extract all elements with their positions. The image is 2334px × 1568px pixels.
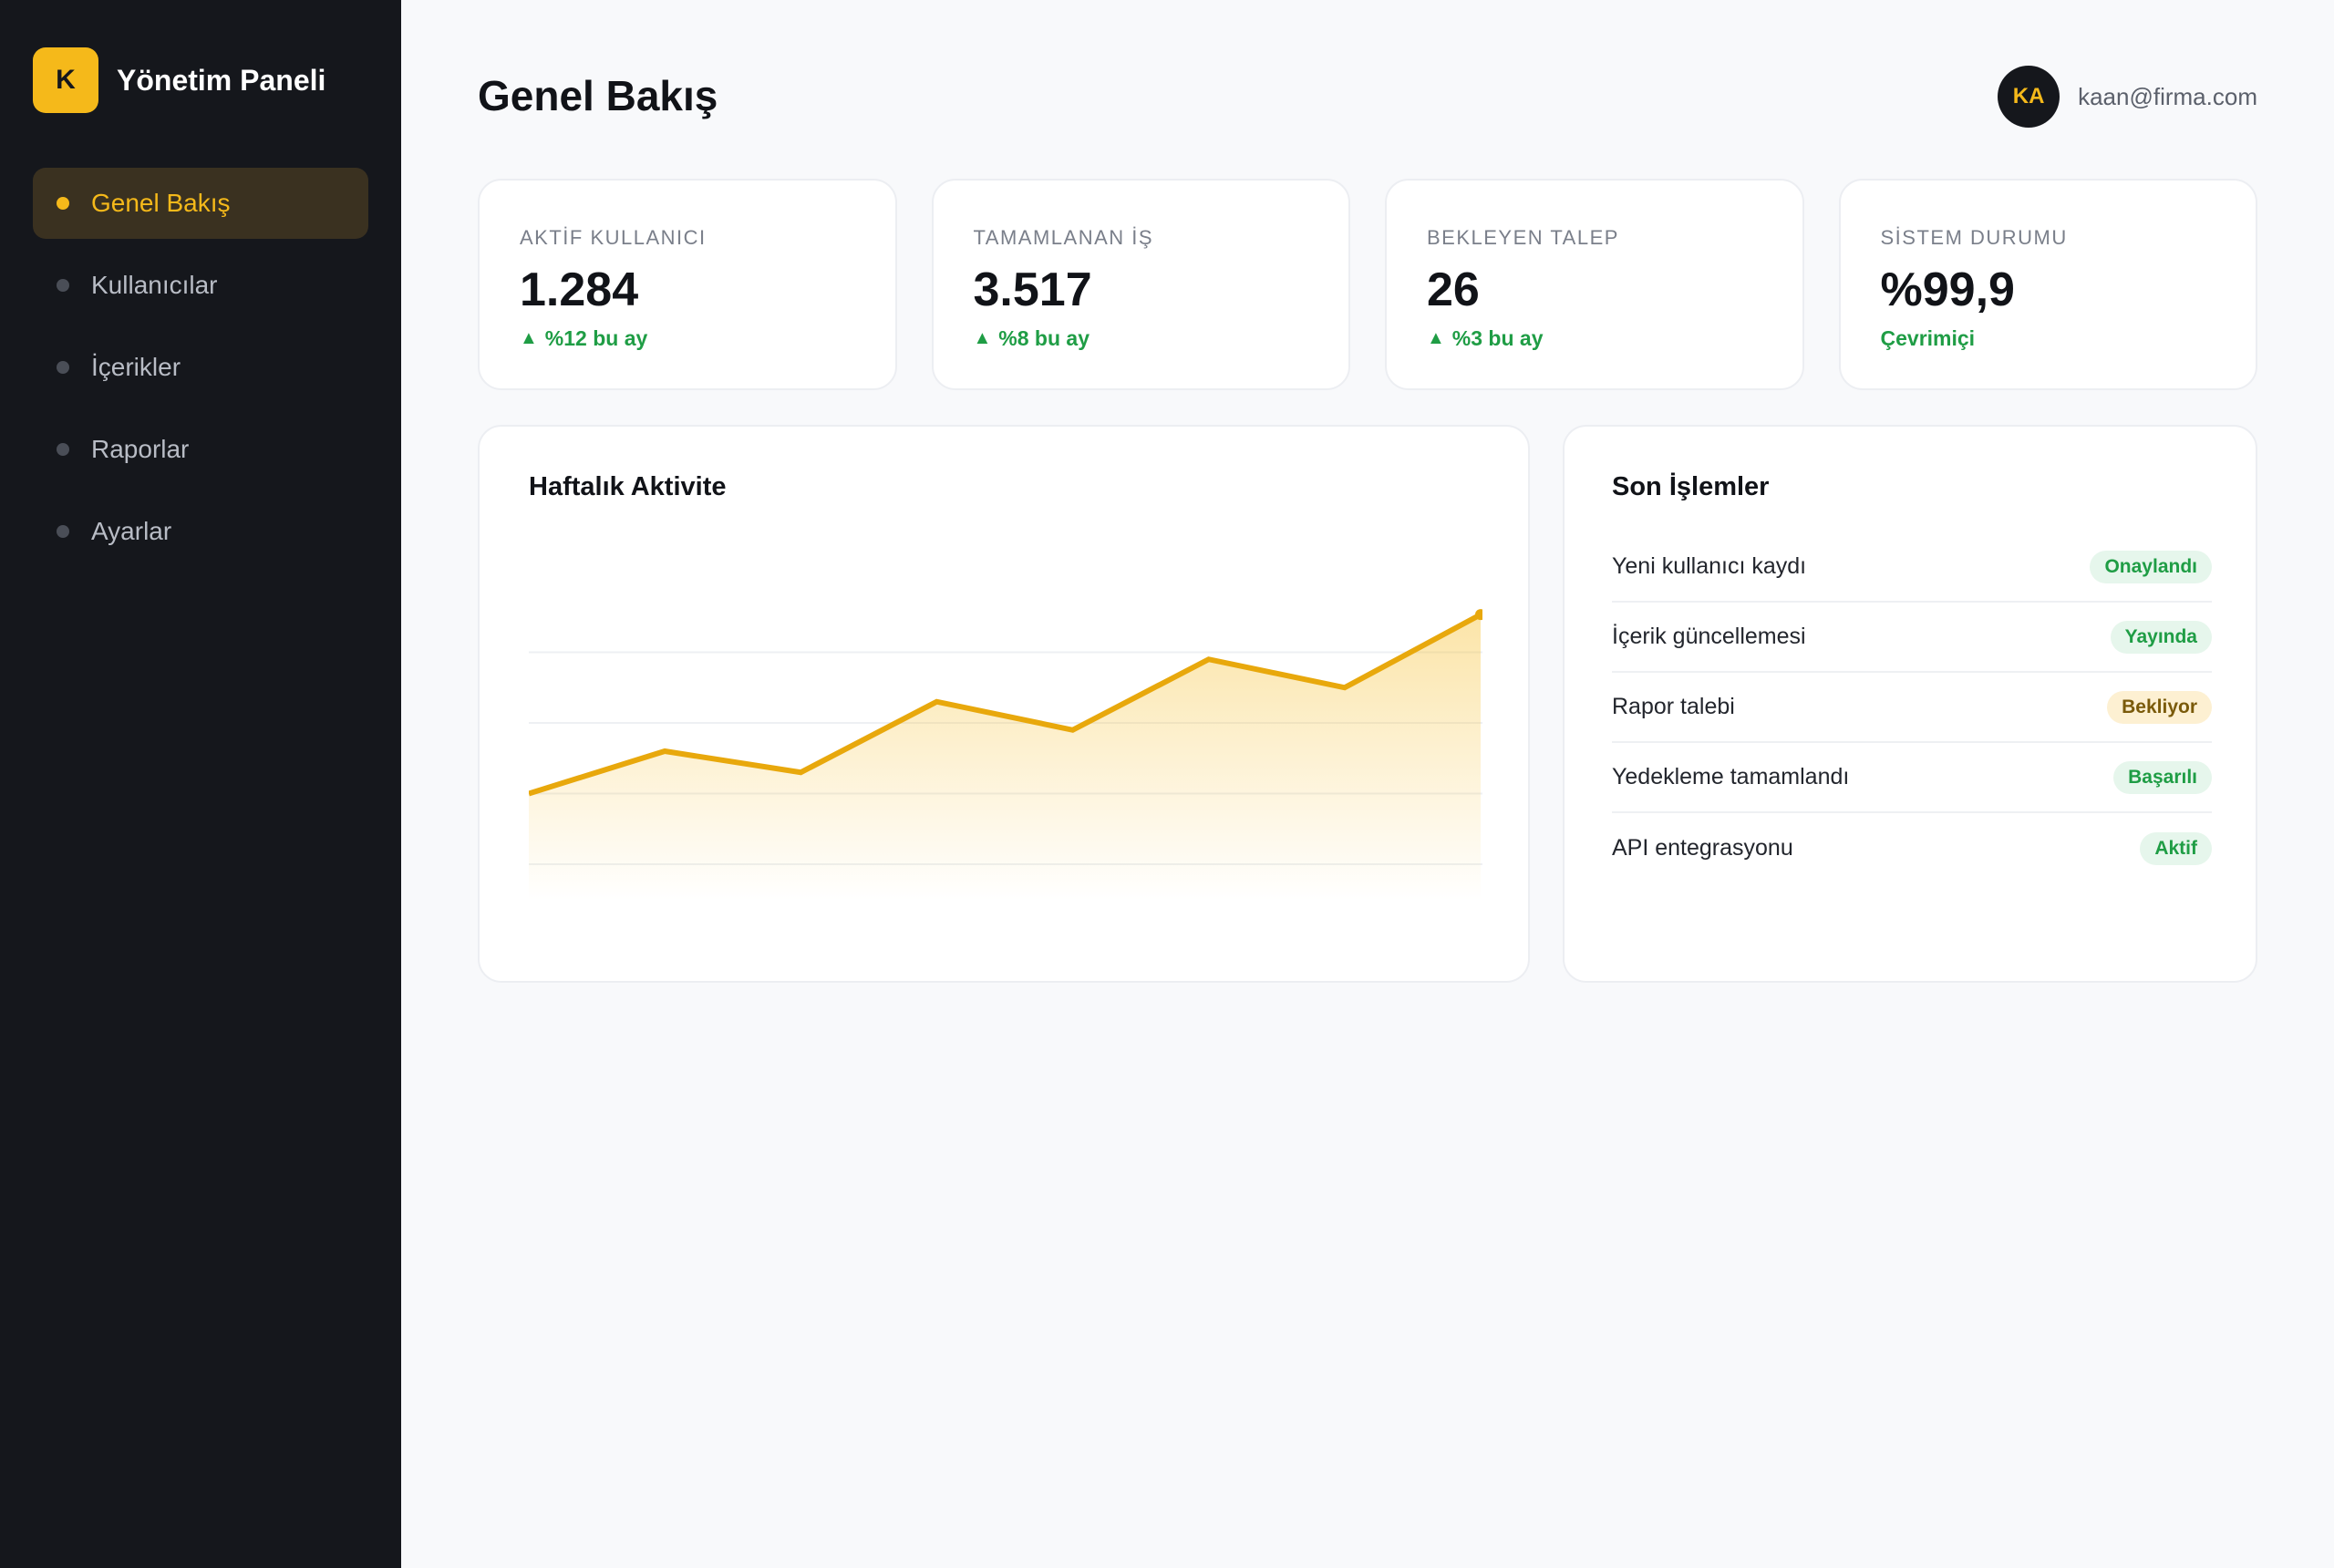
- avatar[interactable]: KA: [1998, 66, 2060, 128]
- stats-row: AKTİF KULLANICI 1.284 ▲ %12 bu ay TAMAML…: [478, 179, 2257, 390]
- stat-change-text: %3 bu ay: [1451, 326, 1544, 350]
- stat-value: %99,9: [1880, 263, 2015, 316]
- sidebar-item-icerikler[interactable]: İçerikler: [33, 332, 368, 403]
- arrow-up-icon: ▲: [520, 328, 538, 348]
- user-menu[interactable]: KA kaan@firma.com: [1998, 66, 2257, 128]
- nav-dot-icon: [57, 279, 69, 292]
- stat-change: Çevrimiçi: [1881, 326, 2216, 351]
- stat-label: SİSTEM DURUMU: [1880, 226, 2068, 249]
- list-item[interactable]: Rapor talebi Bekliyor: [1612, 673, 2212, 743]
- list-item[interactable]: Yeni kullanıcı kaydı Onaylandı: [1612, 532, 2212, 603]
- activity-text: Rapor talebi: [1612, 694, 1735, 719]
- sidebar: K Yönetim Paneli Genel Bakış Kullanıcıla…: [0, 0, 401, 1568]
- list-item[interactable]: Yedekleme tamamlandı Başarılı: [1612, 743, 2212, 813]
- brand[interactable]: K Yönetim Paneli: [33, 47, 325, 113]
- stat-value: 26: [1427, 263, 1480, 316]
- sidebar-item-label: Kullanıcılar: [91, 271, 218, 299]
- status-badge: Onaylandı: [2090, 550, 2212, 583]
- activity-text: API entegrasyonu: [1612, 835, 1793, 861]
- chart-series-line: [529, 612, 1482, 797]
- brand-title: Yönetim Paneli: [117, 63, 326, 97]
- weekly-activity-chart: [529, 609, 1482, 901]
- stat-change: ▲ %3 bu ay: [1427, 326, 1762, 351]
- sidebar-item-label: İçerikler: [91, 353, 181, 381]
- page-title: Genel Bakış: [478, 72, 718, 119]
- sidebar-item-label: Raporlar: [91, 435, 190, 463]
- stat-label: TAMAMLANAN İŞ: [973, 226, 1154, 249]
- status-badge: Bekliyor: [2107, 690, 2212, 724]
- sidebar-item-kullanicilar[interactable]: Kullanıcılar: [33, 250, 368, 321]
- stat-change-text: %8 bu ay: [998, 326, 1090, 350]
- list-item[interactable]: API entegrasyonu Aktif: [1612, 813, 2212, 883]
- activity-title: Son İşlemler: [1612, 472, 1770, 501]
- brand-logo: K: [33, 47, 98, 113]
- activity-list: Yeni kullanıcı kaydı Onaylandı İçerik gü…: [1612, 532, 2212, 883]
- stat-card-pending-requests: BEKLEYEN TALEP 26 ▲ %3 bu ay: [1385, 179, 1804, 390]
- nav-dot-icon: [57, 525, 69, 538]
- weekly-activity-card: Haftalık Aktivite: [478, 425, 1530, 983]
- arrow-up-icon: ▲: [1427, 328, 1445, 348]
- nav-dot-icon: [57, 361, 69, 374]
- nav-dot-icon: [57, 197, 69, 210]
- list-item[interactable]: İçerik güncellemesi Yayında: [1612, 603, 2212, 673]
- stat-change: ▲ %12 bu ay: [520, 326, 855, 351]
- activity-text: Yeni kullanıcı kaydı: [1612, 553, 1807, 579]
- stat-change-text: %12 bu ay: [544, 326, 648, 350]
- stat-label: AKTİF KULLANICI: [520, 226, 707, 249]
- chart-point: [1475, 609, 1482, 621]
- sidebar-item-label: Ayarlar: [91, 517, 172, 545]
- stat-card-active-users: AKTİF KULLANICI 1.284 ▲ %12 bu ay: [478, 179, 897, 390]
- recent-activity-card: Son İşlemler Yeni kullanıcı kaydı Onayla…: [1563, 425, 2257, 983]
- stat-card-completed-jobs: TAMAMLANAN İŞ 3.517 ▲ %8 bu ay: [931, 179, 1350, 390]
- stat-change: ▲ %8 bu ay: [974, 326, 1309, 351]
- stat-value: 3.517: [973, 263, 1092, 316]
- activity-text: Yedekleme tamamlandı: [1612, 764, 1850, 789]
- stat-change-text: Çevrimiçi: [1880, 326, 1976, 350]
- sidebar-item-raporlar[interactable]: Raporlar: [33, 414, 368, 485]
- sidebar-item-ayarlar[interactable]: Ayarlar: [33, 496, 368, 567]
- stat-label: BEKLEYEN TALEP: [1427, 226, 1619, 249]
- chart-area: [529, 614, 1481, 901]
- sidebar-nav: Genel Bakış Kullanıcılar İçerikler Rapor…: [33, 168, 368, 578]
- status-badge: Aktif: [2140, 831, 2212, 865]
- status-badge: Yayında: [2110, 620, 2212, 654]
- chart-title: Haftalık Aktivite: [529, 472, 727, 501]
- activity-text: İçerik güncellemesi: [1612, 624, 1806, 649]
- sidebar-item-label: Genel Bakış: [91, 189, 231, 217]
- sidebar-item-genel-bakis[interactable]: Genel Bakış: [33, 168, 368, 239]
- arrow-up-icon: ▲: [973, 328, 992, 348]
- user-email: kaan@firma.com: [2078, 82, 2257, 110]
- nav-dot-icon: [57, 443, 69, 456]
- status-badge: Başarılı: [2113, 760, 2212, 794]
- stat-value: 1.284: [520, 263, 639, 316]
- stat-card-system-status: SİSTEM DURUMU %99,9 Çevrimiçi: [1838, 179, 2257, 390]
